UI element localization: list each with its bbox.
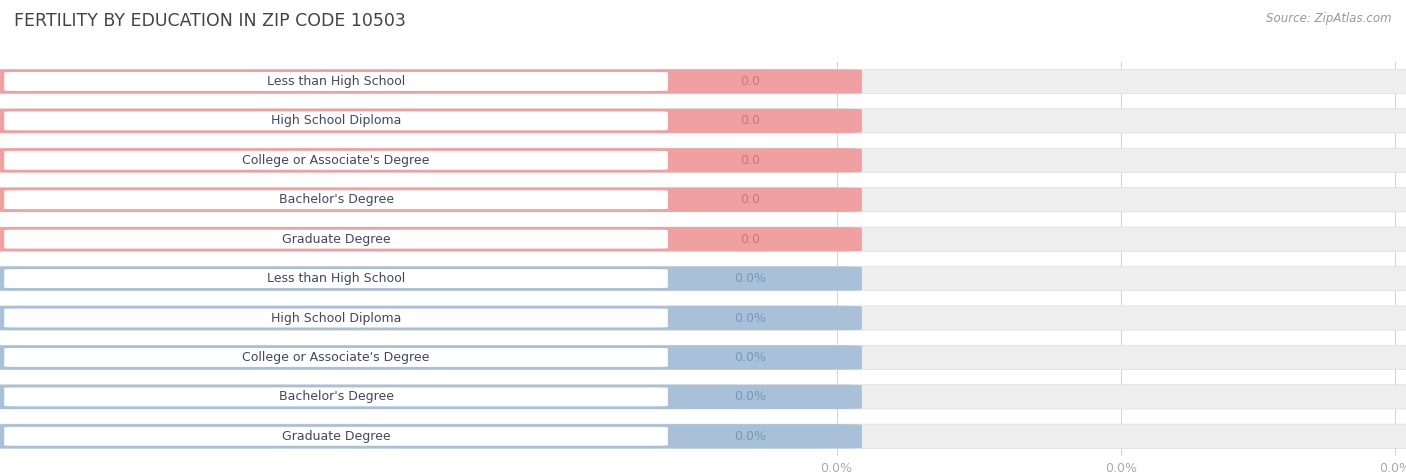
Text: 0.0: 0.0 xyxy=(740,154,759,167)
Text: 0.0: 0.0 xyxy=(740,75,759,88)
FancyBboxPatch shape xyxy=(4,388,668,406)
FancyBboxPatch shape xyxy=(0,345,862,370)
FancyBboxPatch shape xyxy=(0,227,862,251)
FancyBboxPatch shape xyxy=(4,190,668,209)
FancyBboxPatch shape xyxy=(0,148,862,172)
FancyBboxPatch shape xyxy=(0,306,1406,330)
FancyBboxPatch shape xyxy=(0,109,1406,133)
FancyBboxPatch shape xyxy=(0,424,862,448)
FancyBboxPatch shape xyxy=(4,72,668,91)
Text: Less than High School: Less than High School xyxy=(267,272,405,285)
FancyBboxPatch shape xyxy=(0,148,1406,172)
Text: 0.0: 0.0 xyxy=(740,114,759,127)
Text: Bachelor's Degree: Bachelor's Degree xyxy=(278,193,394,206)
Text: Graduate Degree: Graduate Degree xyxy=(281,233,391,246)
Text: Graduate Degree: Graduate Degree xyxy=(281,430,391,443)
FancyBboxPatch shape xyxy=(0,345,1406,370)
Text: 0.0: 0.0 xyxy=(740,193,759,206)
Text: High School Diploma: High School Diploma xyxy=(271,312,401,324)
FancyBboxPatch shape xyxy=(0,266,1406,291)
Text: Source: ZipAtlas.com: Source: ZipAtlas.com xyxy=(1267,12,1392,25)
FancyBboxPatch shape xyxy=(4,309,668,327)
Text: College or Associate's Degree: College or Associate's Degree xyxy=(242,351,430,364)
FancyBboxPatch shape xyxy=(0,306,862,330)
Text: 0.0: 0.0 xyxy=(740,233,759,246)
FancyBboxPatch shape xyxy=(0,188,1406,212)
FancyBboxPatch shape xyxy=(0,424,1406,448)
FancyBboxPatch shape xyxy=(4,151,668,170)
Text: 0.0%: 0.0% xyxy=(734,312,766,324)
Text: 0.0%: 0.0% xyxy=(734,390,766,403)
FancyBboxPatch shape xyxy=(0,69,1406,94)
FancyBboxPatch shape xyxy=(4,427,668,446)
Text: College or Associate's Degree: College or Associate's Degree xyxy=(242,154,430,167)
FancyBboxPatch shape xyxy=(4,269,668,288)
FancyBboxPatch shape xyxy=(0,385,1406,409)
Text: 0.0%: 0.0% xyxy=(734,351,766,364)
FancyBboxPatch shape xyxy=(4,230,668,248)
Text: Less than High School: Less than High School xyxy=(267,75,405,88)
Text: FERTILITY BY EDUCATION IN ZIP CODE 10503: FERTILITY BY EDUCATION IN ZIP CODE 10503 xyxy=(14,12,406,30)
Text: High School Diploma: High School Diploma xyxy=(271,114,401,127)
FancyBboxPatch shape xyxy=(0,69,862,94)
FancyBboxPatch shape xyxy=(4,348,668,367)
Text: 0.0%: 0.0% xyxy=(734,430,766,443)
FancyBboxPatch shape xyxy=(0,109,862,133)
FancyBboxPatch shape xyxy=(4,112,668,130)
FancyBboxPatch shape xyxy=(0,188,862,212)
Text: 0.0%: 0.0% xyxy=(734,272,766,285)
FancyBboxPatch shape xyxy=(0,266,862,291)
FancyBboxPatch shape xyxy=(0,227,1406,251)
Text: Bachelor's Degree: Bachelor's Degree xyxy=(278,390,394,403)
FancyBboxPatch shape xyxy=(0,385,862,409)
